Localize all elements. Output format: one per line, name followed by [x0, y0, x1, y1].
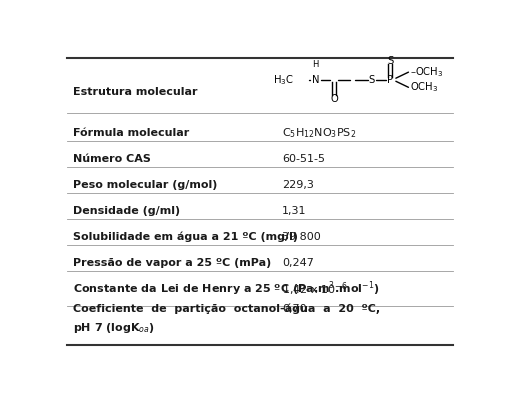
Text: O: O: [330, 94, 338, 104]
Text: 0,70: 0,70: [282, 304, 307, 314]
Text: H$_3$C: H$_3$C: [273, 73, 294, 87]
Text: Estrutura molecular: Estrutura molecular: [73, 87, 198, 97]
Text: Peso molecular (g/mol): Peso molecular (g/mol): [73, 180, 218, 190]
Text: 1,31: 1,31: [282, 206, 306, 216]
Text: 1,42 x 10$^{-6}$: 1,42 x 10$^{-6}$: [282, 280, 347, 298]
Text: N: N: [311, 75, 319, 85]
Text: pH 7 (logK$_{oa}$): pH 7 (logK$_{oa}$): [73, 321, 155, 335]
Text: C$_5$H$_{12}$NO$_3$PS$_2$: C$_5$H$_{12}$NO$_3$PS$_2$: [282, 126, 356, 140]
Text: 39 800: 39 800: [282, 232, 321, 242]
Text: Fórmula molecular: Fórmula molecular: [73, 128, 189, 138]
Text: Número CAS: Número CAS: [73, 154, 151, 164]
Text: S: S: [368, 75, 375, 85]
Text: 60-51-5: 60-51-5: [282, 154, 325, 164]
Text: P: P: [387, 75, 393, 85]
Text: Coeficiente  de  partição  octanol-água  a  20  ºC,: Coeficiente de partição octanol-água a 2…: [73, 304, 380, 314]
Text: S: S: [387, 56, 394, 66]
Text: Densidade (g/ml): Densidade (g/ml): [73, 206, 180, 216]
Text: 229,3: 229,3: [282, 180, 314, 190]
Text: H: H: [312, 60, 319, 69]
Text: –OCH$_3$: –OCH$_3$: [410, 65, 444, 79]
Text: 0,247: 0,247: [282, 258, 314, 268]
Text: OCH$_3$: OCH$_3$: [410, 81, 439, 94]
Text: Constante da Lei de Henry a 25 ºC (Pa.m$^3$.mol$^{-1}$): Constante da Lei de Henry a 25 ºC (Pa.m$…: [73, 280, 380, 299]
Text: Solubilidade em água a 21 ºC (mg/l): Solubilidade em água a 21 ºC (mg/l): [73, 232, 298, 243]
Text: Pressão de vapor a 25 ºC (mPa): Pressão de vapor a 25 ºC (mPa): [73, 258, 272, 268]
